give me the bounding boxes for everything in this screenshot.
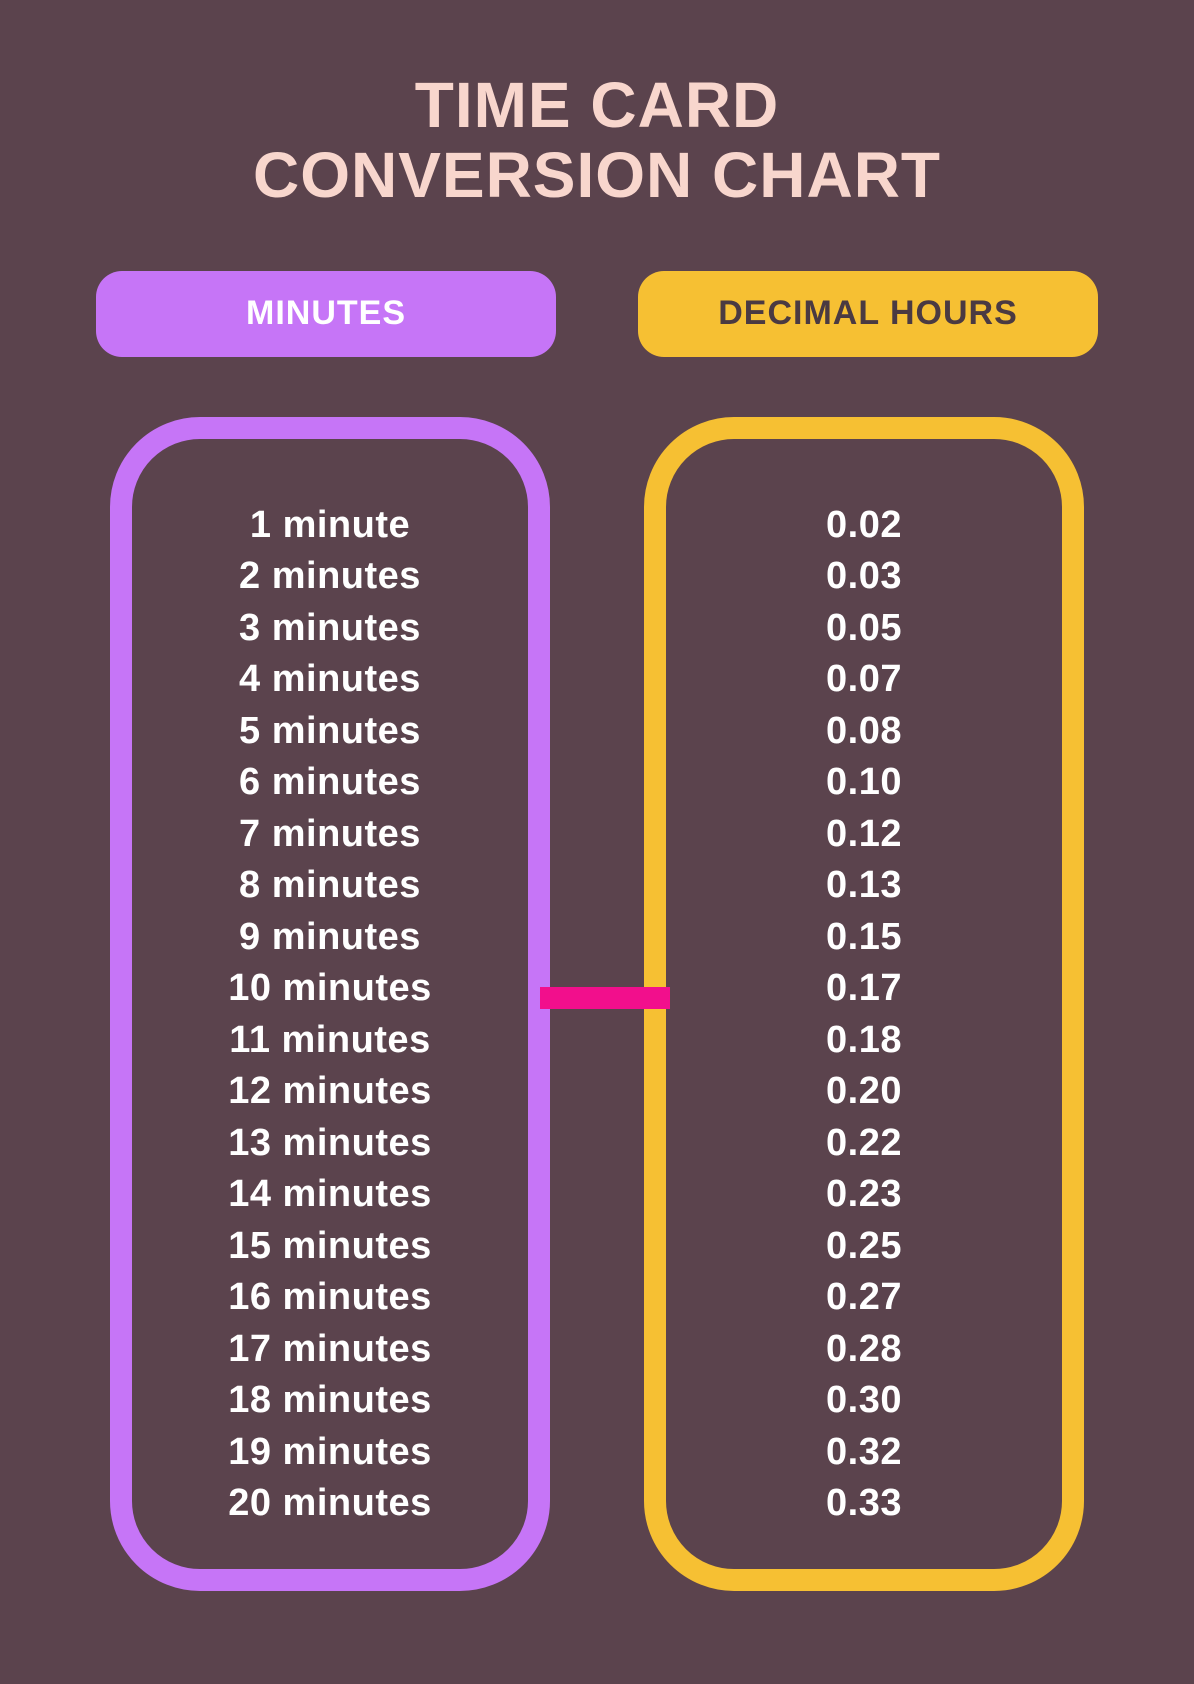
decimal-row: 0.33 — [826, 1477, 902, 1529]
decimal-row: 0.03 — [826, 550, 902, 602]
decimal-row: 0.08 — [826, 705, 902, 757]
chart-title: TIME CARD CONVERSION CHART — [0, 0, 1194, 211]
decimal-row: 0.12 — [826, 808, 902, 860]
minutes-row: 15 minutes — [228, 1220, 432, 1272]
decimal-header-label: DECIMAL HOURS — [718, 294, 1018, 333]
minutes-row: 13 minutes — [228, 1117, 432, 1169]
minutes-row: 10 minutes — [228, 962, 432, 1014]
minutes-row: 11 minutes — [229, 1014, 430, 1066]
minutes-row: 4 minutes — [239, 653, 421, 705]
decimal-row: 0.30 — [826, 1374, 902, 1426]
decimal-row: 0.15 — [826, 911, 902, 963]
decimal-hours-header: DECIMAL HOURS — [638, 271, 1098, 357]
minutes-column: 1 minute2 minutes3 minutes4 minutes5 min… — [110, 417, 550, 1591]
minutes-row: 3 minutes — [239, 602, 421, 654]
decimal-row: 0.22 — [826, 1117, 902, 1169]
minutes-row: 5 minutes — [239, 705, 421, 757]
minutes-row: 18 minutes — [228, 1374, 432, 1426]
decimal-row: 0.27 — [826, 1271, 902, 1323]
minutes-row: 17 minutes — [228, 1323, 432, 1375]
minutes-row: 12 minutes — [228, 1065, 432, 1117]
title-line-2: CONVERSION CHART — [0, 140, 1194, 210]
decimal-row: 0.18 — [826, 1014, 902, 1066]
decimal-row: 0.28 — [826, 1323, 902, 1375]
minutes-row: 1 minute — [250, 499, 410, 551]
decimal-column: 0.020.030.050.070.080.100.120.130.150.17… — [644, 417, 1084, 1591]
connector-bar — [540, 987, 670, 1009]
minutes-row: 7 minutes — [239, 808, 421, 860]
minutes-header: MINUTES — [96, 271, 556, 357]
columns-container: 1 minute2 minutes3 minutes4 minutes5 min… — [0, 417, 1194, 1591]
minutes-row: 9 minutes — [239, 911, 421, 963]
minutes-header-label: MINUTES — [246, 294, 406, 333]
decimal-row: 0.10 — [826, 756, 902, 808]
decimal-row: 0.25 — [826, 1220, 902, 1272]
decimal-row: 0.13 — [826, 859, 902, 911]
column-headers: MINUTES DECIMAL HOURS — [0, 271, 1194, 357]
minutes-row: 16 minutes — [228, 1271, 432, 1323]
decimal-row: 0.05 — [826, 602, 902, 654]
minutes-row: 20 minutes — [228, 1477, 432, 1529]
minutes-row: 2 minutes — [239, 550, 421, 602]
decimal-row: 0.07 — [826, 653, 902, 705]
decimal-row: 0.23 — [826, 1168, 902, 1220]
decimal-row: 0.20 — [826, 1065, 902, 1117]
minutes-row: 14 minutes — [228, 1168, 432, 1220]
minutes-row: 19 minutes — [228, 1426, 432, 1478]
minutes-row: 6 minutes — [239, 756, 421, 808]
minutes-row: 8 minutes — [239, 859, 421, 911]
decimal-row: 0.17 — [826, 962, 902, 1014]
decimal-row: 0.32 — [826, 1426, 902, 1478]
decimal-row: 0.02 — [826, 499, 902, 551]
title-line-1: TIME CARD — [0, 70, 1194, 140]
